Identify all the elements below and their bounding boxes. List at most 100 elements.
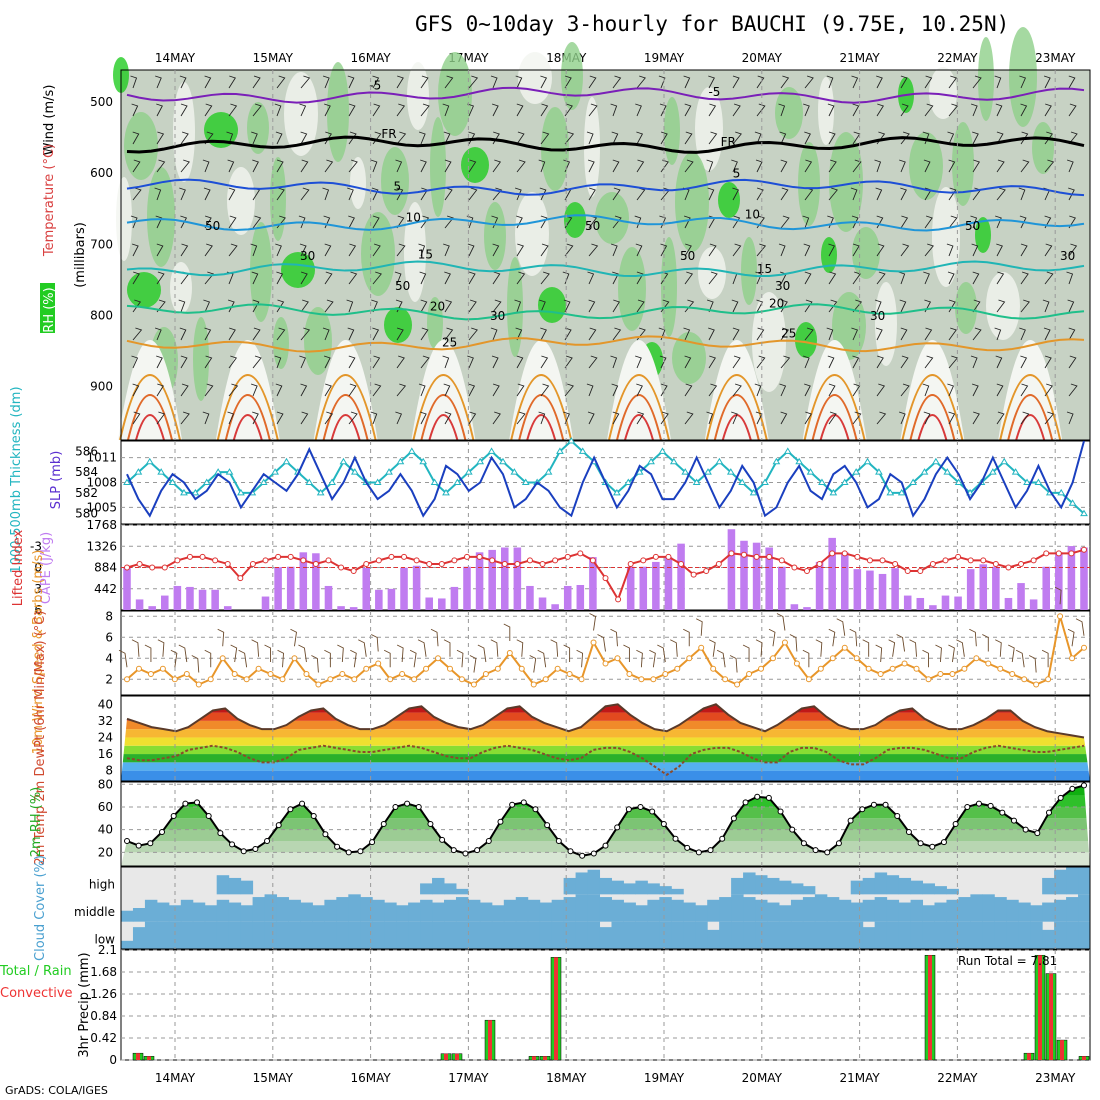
cloud-cell-low [563, 921, 577, 949]
rh-line-point [975, 800, 982, 807]
wind-barb [660, 131, 668, 145]
cloud-cell-high [611, 880, 624, 895]
wind-barb [1020, 271, 1029, 285]
cloud-cell-high [898, 877, 912, 895]
lifted-index-line-point [552, 557, 559, 564]
cloud-cell-low [802, 921, 816, 949]
wind-barb [588, 299, 596, 313]
date-label-bottom: 16MAY [350, 1071, 391, 1085]
thickness-line-point [396, 457, 405, 465]
rh-line-point [287, 806, 294, 813]
rh-line-point [217, 830, 224, 837]
cape-bar [324, 585, 333, 610]
wind-barb [564, 131, 575, 145]
wind-barb [322, 75, 330, 89]
precip-bar-convective [1038, 955, 1042, 1060]
wind-barb [708, 75, 715, 89]
cloud-cell-high [790, 883, 804, 895]
cape-bar [349, 607, 358, 610]
wind-barb [948, 75, 958, 89]
wind-barb [420, 159, 427, 173]
lifted-index-line-point [463, 553, 470, 560]
cloud-cell-low [1054, 921, 1067, 949]
wind10m-barb [537, 649, 547, 668]
thickness-axis-label: 1000-500mb Thickness (dm) [9, 386, 24, 573]
rh-line-point [427, 821, 434, 827]
wind-barb [516, 411, 526, 425]
wind-barb [828, 159, 837, 173]
cloud-cell-high [862, 877, 876, 895]
lifted-index-line-point [829, 550, 836, 557]
thickness-line-point [943, 468, 952, 475]
isotherm-40 [135, 414, 165, 441]
wind-barb [756, 103, 766, 117]
rh-contour-label: 30 [775, 279, 790, 293]
cloud-cell-middle [551, 899, 565, 922]
wind-barb [132, 131, 140, 145]
cloud-cell-low [360, 921, 373, 949]
rh-line-point [719, 835, 726, 842]
cloud-cell-low [1042, 929, 1055, 949]
rh-line-point [275, 822, 282, 829]
wind10m-line-point [458, 676, 465, 683]
cloud-cell-high [922, 883, 935, 895]
wind-barb [588, 187, 596, 201]
isotherm-line [126, 86, 1085, 104]
temp-band [121, 745, 1090, 755]
wind-barb [900, 187, 907, 201]
wind-barb [635, 243, 643, 257]
cape-bar [173, 585, 182, 610]
cape-bar [639, 566, 648, 610]
lifted-index-line-point [1005, 564, 1012, 571]
temperature-axis-label: Temperature (°C) [42, 144, 57, 257]
wind10m-barb [204, 649, 212, 668]
wind10m-barb [409, 649, 417, 668]
cloud-cell-low [491, 921, 505, 949]
rh-frame [120, 781, 1091, 867]
wind-barb [732, 215, 741, 229]
wind-barb [900, 243, 910, 257]
rh-line-point [614, 824, 621, 831]
wind-barb [444, 159, 452, 173]
lifted-index-line-point [136, 560, 143, 567]
cloud-cell-high [671, 888, 684, 895]
cloud-cell-middle [958, 897, 971, 922]
rh-blob [775, 87, 803, 139]
wind10m-line-point [423, 665, 430, 672]
wind-barb [804, 383, 811, 397]
thickness-line-point [1000, 457, 1009, 465]
wind-barb [970, 103, 978, 117]
wind-barb [588, 243, 599, 257]
wind-barb [300, 159, 309, 173]
precip-panel: 2.1 1.68 1.26 0.84 0.42 0 Run Total = 7.81 [90, 943, 1091, 1067]
rh-line-point [800, 840, 807, 847]
wind-barb [852, 411, 862, 425]
rh-contour-label: 30 [300, 249, 315, 263]
wind-barb [156, 243, 164, 257]
precip-bar-convective [543, 1056, 547, 1060]
wind10m-line-point [435, 655, 442, 662]
cloud-cell-middle [862, 899, 876, 922]
lifted-index-line-point [426, 560, 433, 567]
cloud-cell-high [934, 886, 947, 895]
cloud-cell-low [240, 921, 254, 949]
wind-barb [467, 355, 474, 369]
rh-blob [538, 287, 566, 323]
wind-barb [1044, 411, 1055, 425]
rh-blob [170, 262, 192, 314]
isotherm-line [126, 214, 1085, 232]
lifted-index-line-point [690, 571, 697, 578]
wind-barb [228, 187, 236, 201]
rh-blob [507, 257, 523, 357]
wind-barb [684, 383, 693, 397]
wind-barb [708, 103, 717, 117]
wind-frame [120, 610, 1091, 696]
wind10m-barb [815, 639, 823, 657]
wind-barb [778, 103, 786, 117]
wind-barb [276, 271, 284, 285]
wind-barb [348, 159, 358, 173]
cloud-cell-low [336, 921, 349, 949]
wind-barb [900, 355, 909, 369]
wind-barb [540, 271, 550, 285]
wind-barb [923, 159, 931, 173]
